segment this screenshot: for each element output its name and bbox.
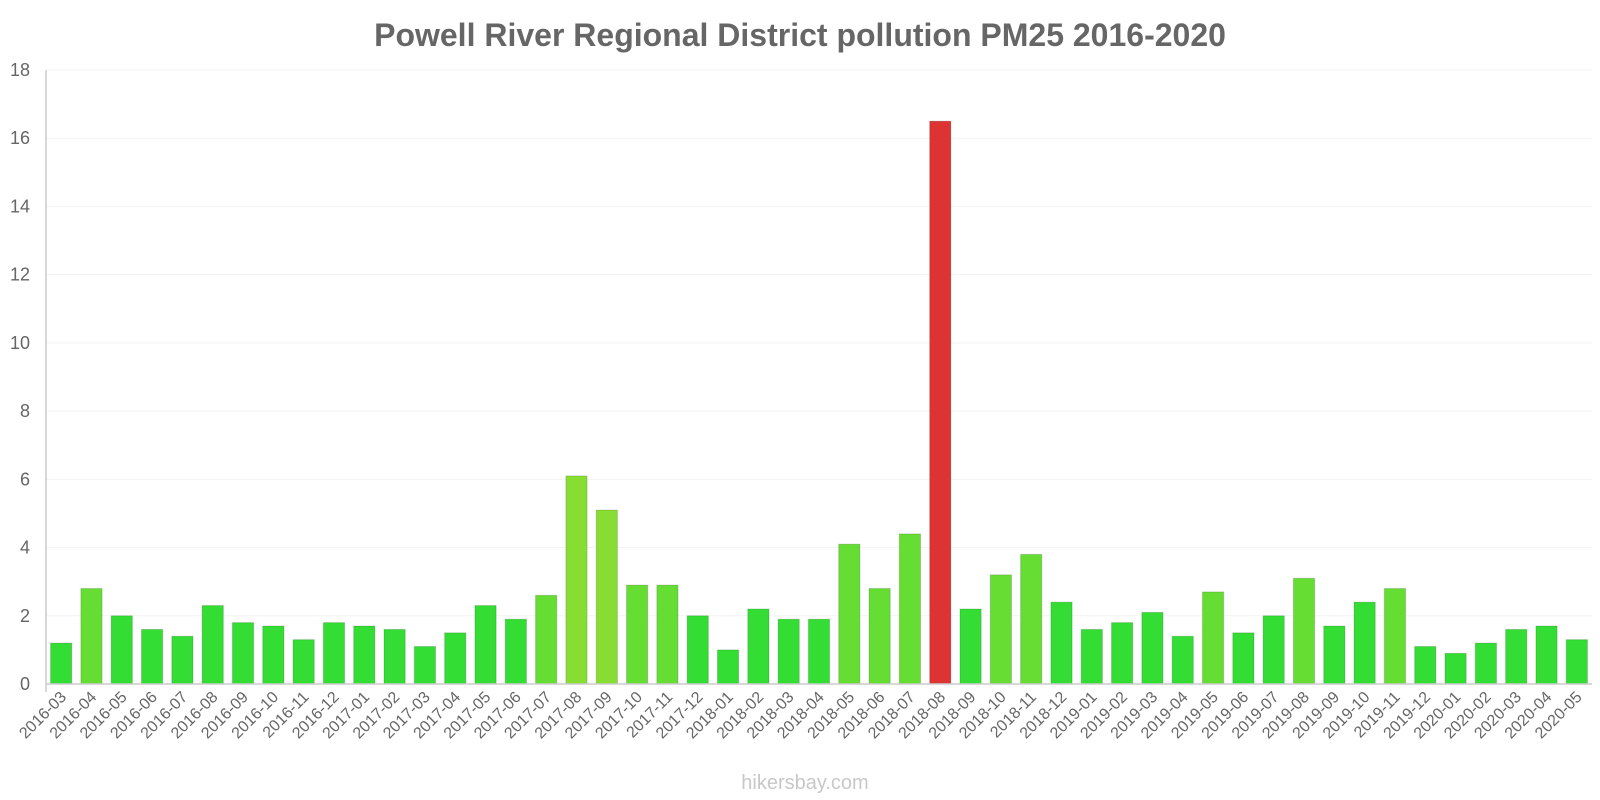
bar-2018-03 — [777, 618, 800, 685]
y-tick-label: 10 — [10, 333, 30, 353]
bar-2018-06 — [868, 587, 891, 685]
y-tick-label: 16 — [10, 128, 30, 148]
y-tick-label: 8 — [20, 401, 30, 421]
bar-2018-11 — [1020, 553, 1043, 685]
y-tick-label: 2 — [20, 606, 30, 626]
bar-2018-05 — [838, 543, 861, 685]
watermark: hikersbay.com — [741, 772, 868, 794]
bar-2019-06 — [1232, 632, 1255, 685]
bar-2019-08 — [1292, 577, 1316, 685]
bar-2016-06 — [140, 628, 164, 685]
y-tick-label: 14 — [10, 196, 30, 216]
bar-2019-12 — [1414, 645, 1437, 685]
bar-2019-01 — [1080, 628, 1103, 685]
bar-2016-05 — [110, 615, 133, 685]
bar-2017-06 — [504, 618, 527, 685]
bar-2018-07 — [898, 533, 922, 685]
bar-2020-03 — [1505, 628, 1528, 685]
bar-2016-07 — [171, 635, 194, 685]
bar-2016-10 — [262, 625, 285, 685]
bar-2018-09 — [959, 608, 982, 685]
x-axis-ticks: 2016-032016-042016-052016-062016-072016-… — [16, 689, 1585, 743]
bar-2017-08 — [565, 475, 588, 685]
bar-2019-02 — [1111, 622, 1134, 685]
y-tick-label: 6 — [20, 469, 30, 489]
bar-2018-02 — [747, 608, 770, 685]
y-tick-label: 12 — [10, 265, 30, 285]
bar-2016-12 — [322, 622, 346, 685]
bar-2020-02 — [1474, 642, 1498, 685]
bar-2019-04 — [1171, 635, 1194, 685]
bar-2016-03 — [50, 642, 73, 685]
y-tick-label: 4 — [20, 538, 30, 558]
chart-title: Powell River Regional District pollution… — [374, 17, 1226, 53]
bar-2017-02 — [383, 628, 406, 685]
bar-2018-01 — [716, 649, 740, 685]
bar-2018-12 — [1050, 601, 1073, 685]
bar-2018-04 — [807, 618, 831, 685]
bar-2019-09 — [1323, 625, 1346, 685]
bar-2017-01 — [353, 625, 376, 685]
bar-2017-05 — [474, 605, 497, 685]
bar-2016-04 — [80, 587, 103, 685]
bar-2019-10 — [1353, 601, 1376, 685]
bar-2018-08 — [929, 120, 952, 685]
bar-2017-11 — [656, 584, 679, 685]
bar-2017-04 — [444, 632, 467, 685]
bar-2017-03 — [413, 645, 437, 685]
bars — [50, 120, 1588, 685]
y-axis-ticks: 0 2 4 6 8 10 12 14 16 18 — [10, 60, 30, 694]
bar-2016-11 — [292, 639, 315, 685]
bar-2016-08 — [201, 605, 224, 685]
bar-2016-09 — [231, 622, 255, 685]
bar-2017-10 — [626, 584, 649, 685]
bar-2017-07 — [535, 594, 558, 685]
bar-2019-07 — [1262, 615, 1285, 685]
bar-2018-10 — [989, 574, 1012, 685]
bar-2020-04 — [1535, 625, 1558, 685]
bar-2019-05 — [1201, 591, 1225, 685]
bar-2020-01 — [1444, 652, 1467, 685]
bar-2020-05 — [1565, 639, 1588, 685]
bar-2017-09 — [595, 509, 618, 685]
bar-2017-12 — [686, 615, 709, 685]
grid-lines — [46, 69, 1592, 617]
bar-2019-03 — [1141, 611, 1164, 685]
y-tick-label: 18 — [10, 60, 30, 80]
y-tick-label: 0 — [20, 674, 30, 694]
bar-2019-11 — [1383, 587, 1407, 685]
